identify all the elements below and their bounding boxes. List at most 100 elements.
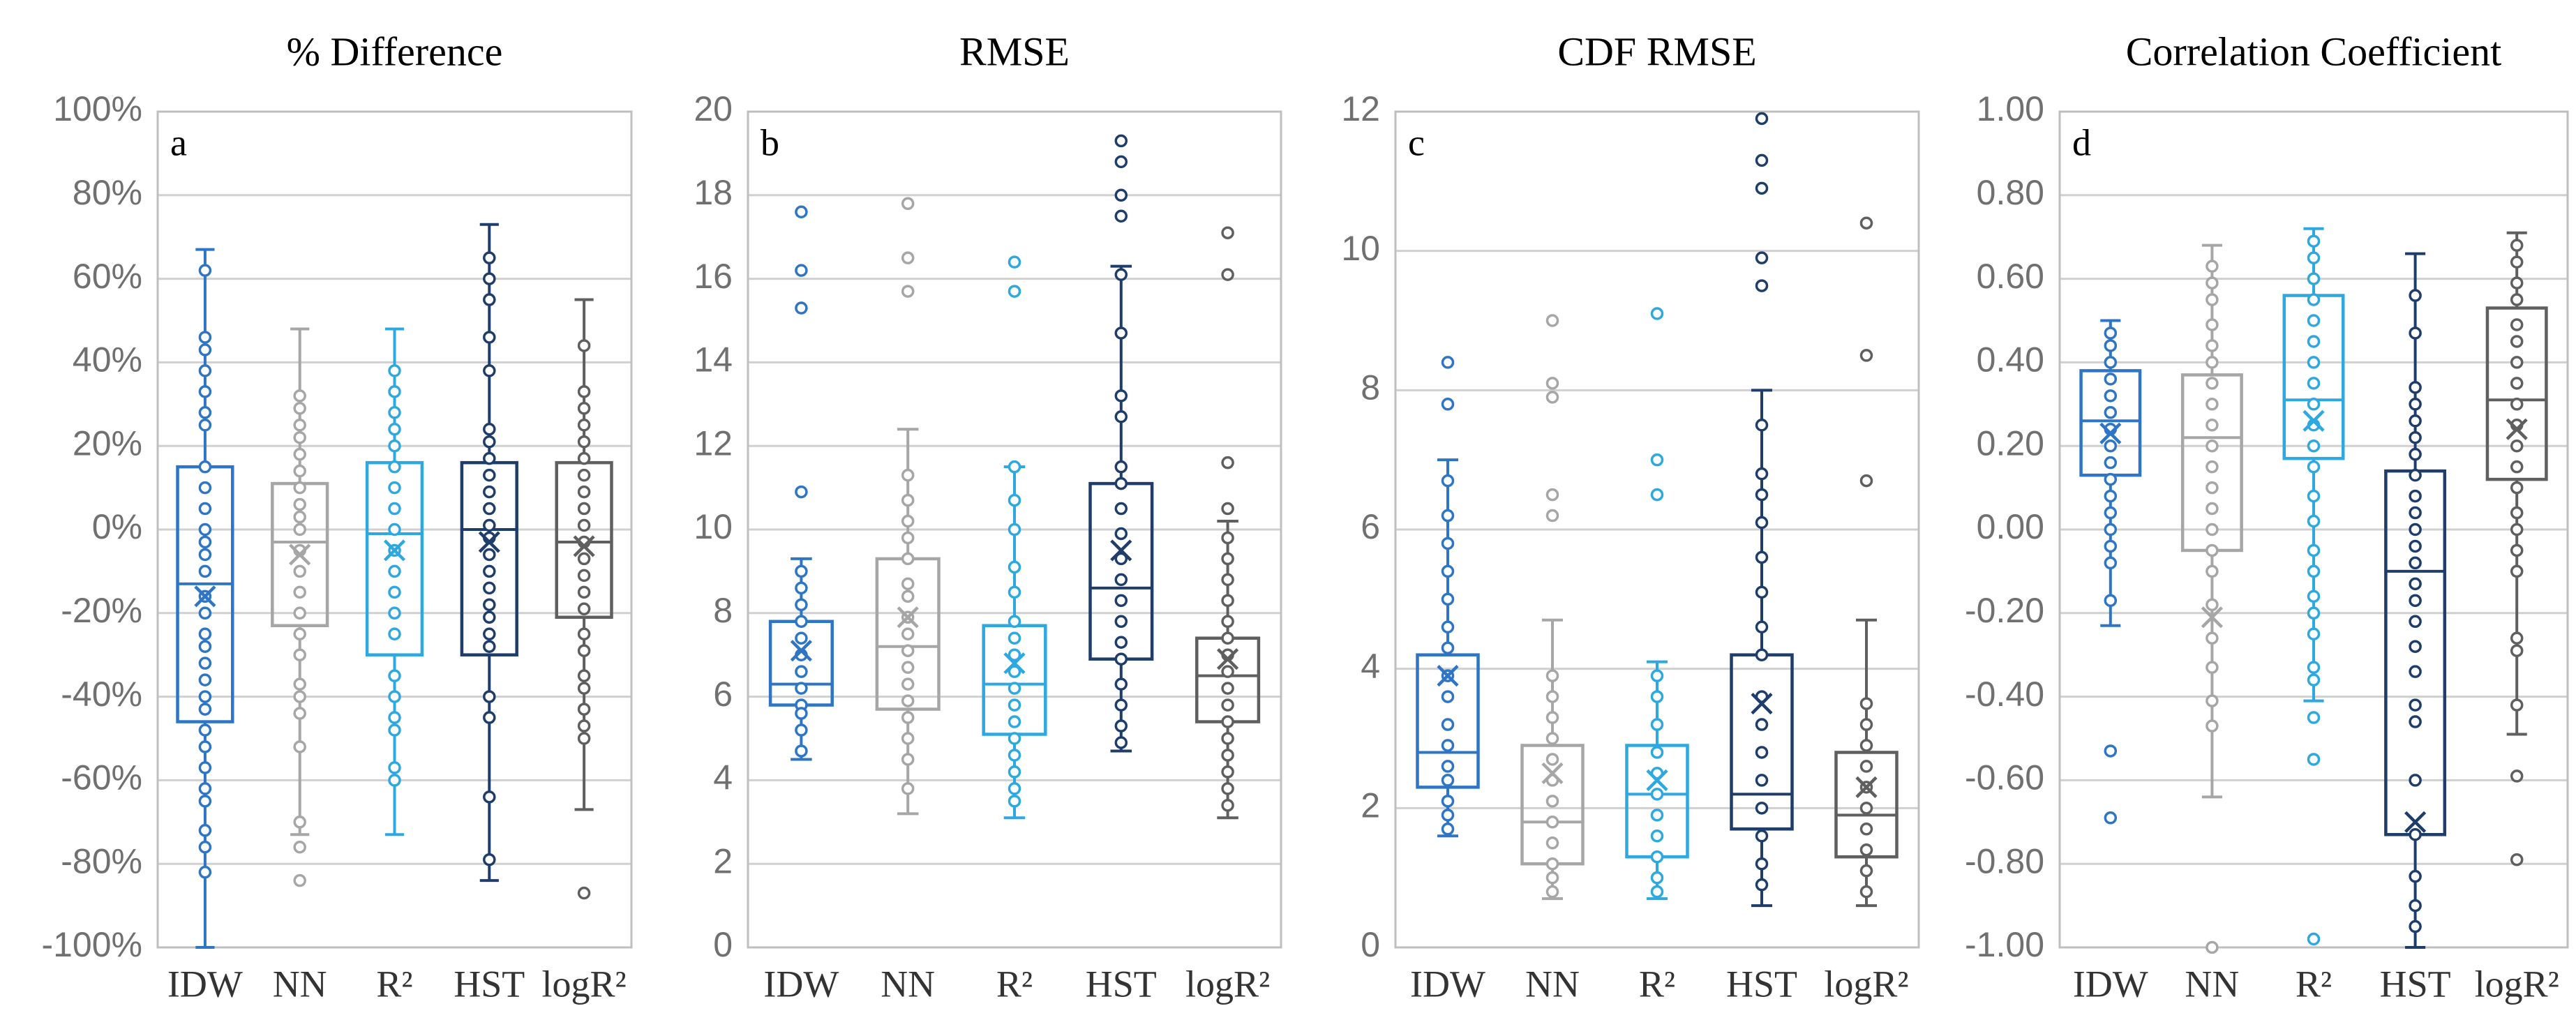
data-point	[2510, 318, 2524, 331]
data-point	[795, 631, 808, 645]
y-tick-label: 0	[1361, 925, 1380, 964]
data-point	[2510, 770, 2524, 783]
data-point	[388, 627, 401, 640]
data-point	[1545, 857, 1559, 871]
x-tick-label: R²	[996, 963, 1033, 1005]
x-tick-label: R²	[376, 963, 412, 1005]
data-point	[577, 385, 591, 398]
data-point	[1221, 268, 1234, 281]
mean-marker	[478, 531, 500, 553]
data-point	[1114, 552, 1128, 566]
data-point	[1650, 809, 1664, 822]
data-point	[1441, 795, 1455, 808]
data-point	[198, 331, 212, 344]
data-point	[577, 732, 591, 745]
data-point	[198, 481, 212, 495]
mean-marker	[1437, 665, 1459, 687]
data-point	[1755, 648, 1769, 661]
data-point	[1114, 736, 1128, 749]
data-point	[2206, 719, 2219, 733]
data-point	[1008, 782, 1021, 795]
data-point	[2206, 598, 2219, 612]
data-point	[388, 690, 401, 703]
data-point	[483, 422, 496, 436]
data-point	[2104, 373, 2118, 386]
data-point	[2104, 523, 2118, 536]
data-point	[198, 673, 212, 686]
data-point	[1221, 631, 1234, 645]
mean-marker	[289, 543, 311, 566]
data-point	[1859, 216, 1873, 230]
data-point	[901, 251, 915, 264]
data-point	[1859, 760, 1873, 773]
data-point	[1114, 594, 1128, 608]
data-point	[1859, 697, 1873, 710]
data-point	[1221, 615, 1234, 629]
data-point	[1221, 594, 1234, 608]
y-tick-label: 0.00	[1977, 507, 2044, 546]
data-point	[2510, 631, 2524, 645]
data-point	[483, 711, 496, 724]
data-point	[2104, 594, 2118, 608]
y-tick-label: 100%	[53, 89, 142, 128]
y-tick-label: 16	[694, 257, 733, 296]
data-point	[2307, 489, 2321, 503]
data-point	[2307, 251, 2321, 264]
data-point	[901, 694, 915, 707]
data-point	[1114, 155, 1128, 169]
data-point	[1650, 829, 1664, 843]
data-point	[483, 518, 496, 532]
data-point	[1441, 718, 1455, 731]
data-point	[1441, 398, 1455, 411]
data-point	[483, 640, 496, 653]
data-point	[388, 439, 401, 453]
data-point	[2206, 564, 2219, 578]
data-point	[1755, 112, 1769, 126]
mean-marker	[2404, 811, 2427, 833]
data-point	[1859, 823, 1873, 836]
data-point	[2510, 239, 2524, 252]
data-point	[1114, 698, 1128, 712]
data-point	[2409, 430, 2422, 444]
data-point	[1545, 314, 1559, 327]
data-point	[198, 761, 212, 774]
data-point	[577, 468, 591, 482]
panel-letter: b	[761, 121, 779, 163]
data-point	[577, 569, 591, 583]
data-point	[198, 564, 212, 578]
y-tick-label: 2	[1361, 786, 1380, 825]
data-point	[2307, 377, 2321, 390]
data-point	[483, 581, 496, 595]
data-point	[2307, 514, 2321, 528]
data-point	[483, 331, 496, 344]
y-tick-label: 14	[694, 340, 733, 380]
y-tick-label: 1.00	[1977, 89, 2044, 128]
data-point	[198, 535, 212, 549]
data-point	[198, 627, 212, 640]
data-point	[2206, 661, 2219, 674]
data-point	[198, 606, 212, 620]
data-point	[1545, 871, 1559, 885]
y-tick-label: 60%	[73, 257, 142, 296]
data-point	[1221, 732, 1234, 745]
data-point	[2307, 439, 2321, 453]
box	[1834, 751, 1899, 859]
data-point	[2206, 293, 2219, 306]
data-point	[2307, 272, 2321, 285]
x-tick-label: NN	[1525, 963, 1580, 1005]
data-point	[2307, 398, 2321, 411]
data-point	[2104, 456, 2118, 470]
data-point	[1008, 285, 1021, 298]
y-tick-label: 40%	[73, 340, 142, 380]
data-point	[901, 627, 915, 640]
y-tick-label: 6	[1361, 507, 1380, 546]
data-point	[577, 644, 591, 657]
data-point	[2307, 606, 2321, 620]
data-point	[1008, 615, 1021, 629]
data-point	[2510, 506, 2524, 520]
data-point	[1221, 665, 1234, 678]
data-point	[198, 548, 212, 562]
data-point	[2104, 556, 2118, 570]
data-point	[1859, 349, 1873, 362]
data-point	[2307, 234, 2321, 248]
